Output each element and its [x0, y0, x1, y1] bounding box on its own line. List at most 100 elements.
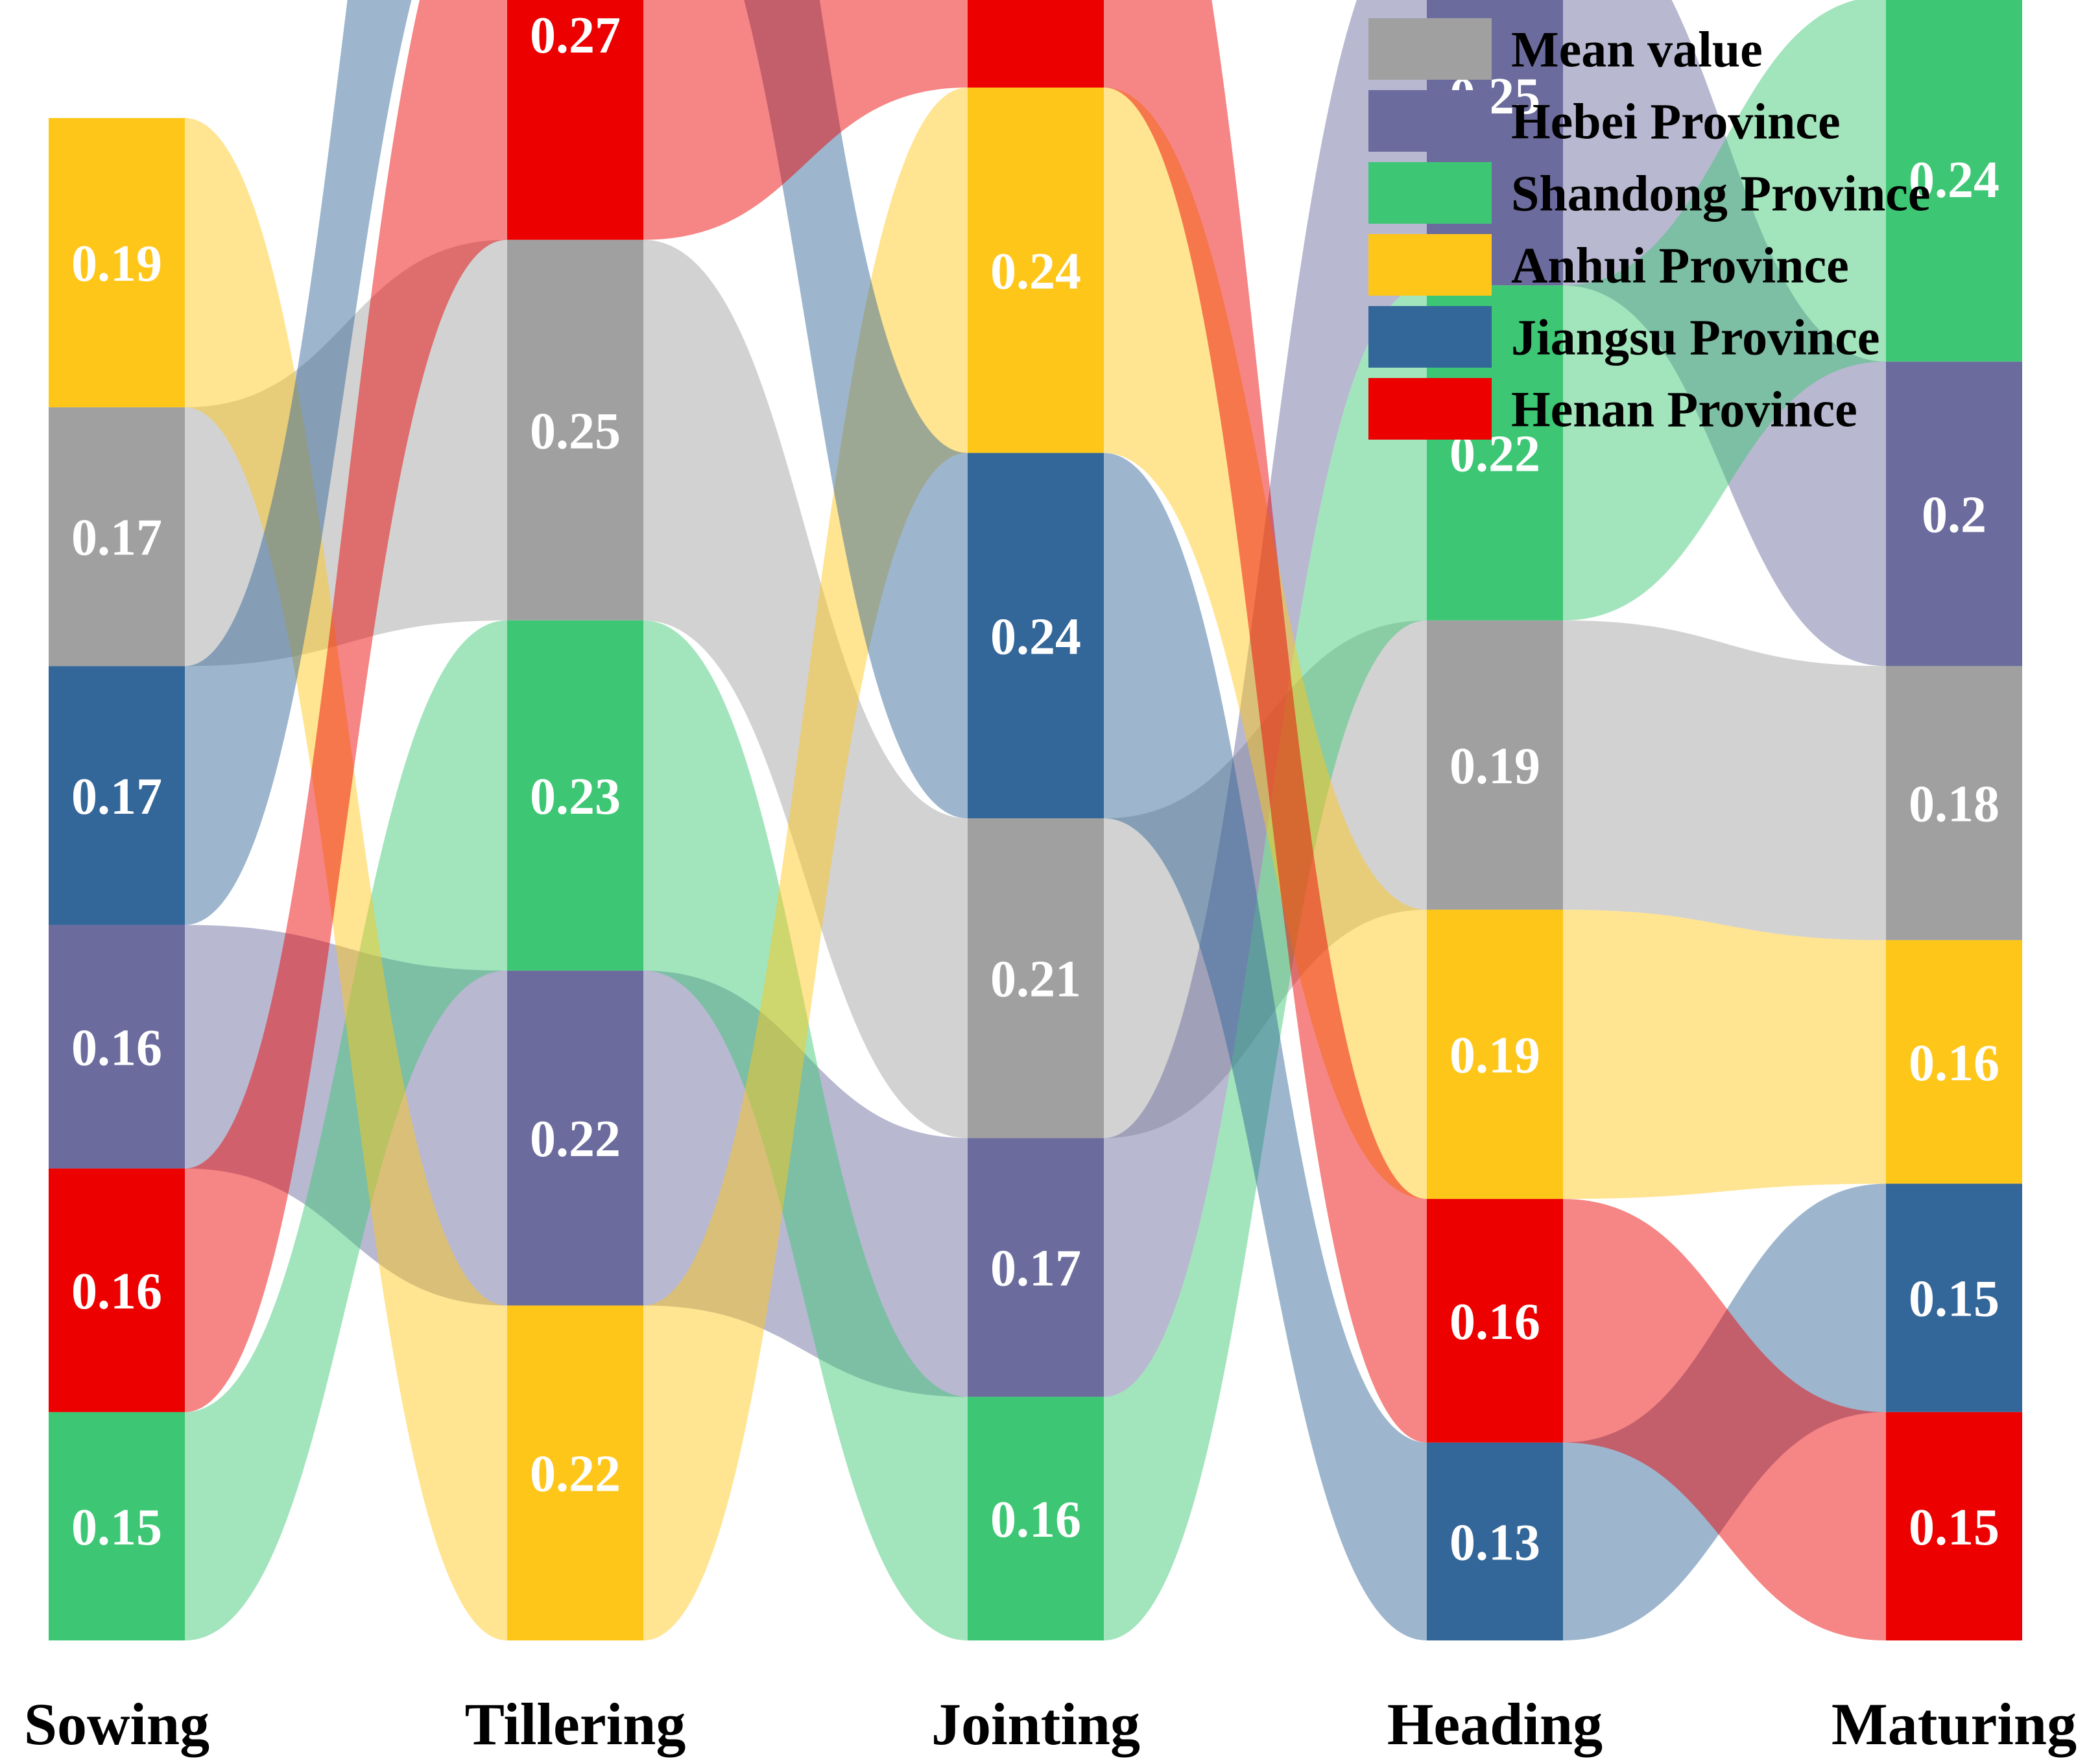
node-shandong-province-tillering	[507, 620, 643, 971]
value-label-anhui-province-sowing: 0.19	[71, 235, 162, 292]
legend-swatch-anhui-province	[1368, 234, 1492, 296]
flow-mean-value-jointing-to-heading	[1104, 620, 1427, 1139]
flow-shandong-province-sowing-to-tillering	[185, 620, 507, 1640]
flow-shandong-province-jointing-to-heading	[1104, 285, 1427, 1640]
flow-henan-province-tillering-to-jointing	[643, 0, 968, 240]
node-henan-province-heading	[1427, 1199, 1563, 1443]
flow-mean-value-sowing-to-tillering	[185, 239, 507, 667]
value-label-mean-value-sowing: 0.17	[71, 510, 162, 567]
value-label-anhui-province-tillering: 0.22	[530, 1446, 621, 1503]
legend-swatch-hebei-province	[1368, 90, 1492, 152]
node-mean-value-sowing	[49, 407, 185, 667]
flow-jiangsu-province-heading-to-maturing	[1563, 1183, 1886, 1640]
flow-hebei-province-sowing-to-tillering	[185, 925, 507, 1306]
node-henan-province-jointing	[968, 0, 1104, 88]
value-label-hebei-province-jointing: 0.17	[990, 1240, 1081, 1297]
value-label-jiangsu-province-sowing: 0.17	[71, 768, 162, 825]
value-label-henan-province-tillering: 0.27	[530, 7, 621, 64]
flow-mean-value-tillering-to-jointing	[643, 239, 968, 1139]
node-hebei-province-maturing	[1886, 361, 2022, 667]
legend-label-henan-province: Henan Province	[1511, 381, 1857, 438]
node-henan-province-maturing	[1886, 1412, 2022, 1640]
value-label-anhui-province-jointing: 0.24	[990, 243, 1081, 300]
flow-hebei-province-jointing-to-heading	[1104, 0, 1427, 1397]
flow-anhui-province-tillering-to-jointing	[643, 88, 968, 1640]
flow-jiangsu-province-sowing-to-tillering	[185, 0, 412, 925]
flow-anhui-province-heading-to-maturing	[1563, 909, 1886, 1200]
value-label-hebei-province-sowing: 0.16	[71, 1019, 162, 1076]
legend-swatch-jiangsu-province	[1368, 306, 1492, 368]
node-jiangsu-province-jointing	[968, 453, 1104, 819]
flow-shandong-province-tillering-to-jointing	[643, 620, 968, 1640]
node-jiangsu-province-maturing	[1886, 1183, 2022, 1412]
node-anhui-province-tillering	[507, 1305, 643, 1640]
value-label-mean-value-heading: 0.19	[1450, 738, 1540, 795]
flow-shandong-province-heading-to-maturing	[1563, 0, 1886, 621]
flow-anhui-province-sowing-to-tillering	[185, 118, 507, 1640]
stage-labels: Sowing Tillering Jointing Heading Maturing	[24, 1691, 2077, 1757]
legend-swatch-mean-value	[1368, 18, 1492, 80]
stage-label-maturing: Maturing	[1832, 1691, 2077, 1757]
legend-item-anhui-province: Anhui Province	[1368, 234, 1849, 296]
node-shandong-province-maturing	[1886, 0, 2022, 362]
value-label-anhui-province-maturing: 0.16	[1909, 1035, 1999, 1092]
flow-jiangsu-province-jointing-to-heading	[1104, 453, 1427, 1640]
value-label-anhui-province-heading: 0.19	[1450, 1027, 1540, 1084]
legend-item-hebei-province: Hebei Province	[1368, 90, 1841, 152]
flow-bands	[185, 0, 1886, 1640]
value-label-jiangsu-province-maturing: 0.15	[1909, 1271, 1999, 1328]
legend-label-mean-value: Mean value	[1511, 21, 1763, 78]
value-label-mean-value-jointing: 0.21	[990, 951, 1081, 1008]
legend: Mean value Hebei Province Shandong Provinc…	[1368, 18, 1931, 440]
node-henan-province-tillering	[507, 0, 643, 240]
node-mean-value-maturing	[1886, 666, 2022, 940]
node-shandong-province-sowing	[49, 1412, 185, 1640]
legend-label-shandong-province: Shandong Province	[1511, 165, 1931, 222]
node-anhui-province-heading	[1427, 909, 1563, 1200]
value-label-shandong-province-tillering: 0.23	[530, 768, 621, 825]
node-mean-value-jointing	[968, 818, 1104, 1139]
value-label-jiangsu-province-heading: 0.13	[1450, 1514, 1540, 1571]
value-label-henan-province-sowing: 0.16	[71, 1263, 162, 1320]
value-label-hebei-province-maturing: 0.2	[1922, 486, 1987, 543]
value-label-mean-value-tillering: 0.25	[530, 403, 621, 460]
legend-swatch-henan-province	[1368, 378, 1492, 440]
flow-henan-province-jointing-to-heading	[1104, 0, 1427, 1443]
legend-label-anhui-province: Anhui Province	[1511, 237, 1849, 294]
node-jiangsu-province-heading	[1427, 1442, 1563, 1640]
node-mean-value-tillering	[507, 239, 643, 621]
node-hebei-province-jointing	[968, 1138, 1104, 1397]
value-label-henan-province-maturing: 0.15	[1909, 1499, 1999, 1556]
legend-item-jiangsu-province: Jiangsu Province	[1368, 306, 1879, 368]
value-label-jiangsu-province-jointing: 0.24	[990, 608, 1081, 665]
node-anhui-province-maturing	[1886, 940, 2022, 1184]
legend-label-hebei-province: Hebei Province	[1511, 93, 1841, 150]
node-anhui-province-jointing	[968, 88, 1104, 453]
node-shandong-province-jointing	[968, 1397, 1104, 1640]
value-label-shandong-province-jointing: 0.16	[990, 1491, 1081, 1548]
flow-mean-value-heading-to-maturing	[1563, 620, 1886, 940]
node-anhui-province-sowing	[49, 118, 185, 408]
value-label-shandong-province-maturing: 0.24	[1909, 152, 1999, 209]
flow-henan-province-sowing-to-tillering	[185, 0, 507, 1412]
legend-swatch-shandong-province	[1368, 162, 1492, 224]
flow-anhui-province-jointing-to-heading	[1104, 88, 1427, 1200]
value-label-henan-province-heading: 0.16	[1450, 1294, 1540, 1351]
legend-item-henan-province: Henan Province	[1368, 378, 1857, 440]
flow-hebei-province-heading-to-maturing	[1563, 0, 1886, 667]
stage-label-tillering: Tillering	[465, 1691, 686, 1757]
stage-label-sowing: Sowing	[24, 1691, 209, 1757]
value-label-mean-value-maturing: 0.18	[1909, 776, 1999, 833]
value-label-shandong-province-sowing: 0.15	[71, 1499, 162, 1556]
stage-label-jointing: Jointing	[931, 1691, 1140, 1757]
flow-henan-province-heading-to-maturing	[1563, 1199, 1886, 1640]
value-label-hebei-province-tillering: 0.22	[530, 1111, 621, 1168]
stage-nodes: 0.17 0.16 0.15 0.19 0.17 0.16 0.25 0.22 0.23 0.22…	[49, 0, 2022, 1640]
node-henan-province-sowing	[49, 1168, 185, 1412]
legend-label-jiangsu-province: Jiangsu Province	[1511, 309, 1879, 366]
flow-hebei-province-tillering-to-jointing	[643, 970, 968, 1397]
node-jiangsu-province-sowing	[49, 666, 185, 925]
legend-item-shandong-province: Shandong Province	[1368, 162, 1931, 224]
flow-jiangsu-province-tillering-to-jointing	[744, 0, 968, 819]
